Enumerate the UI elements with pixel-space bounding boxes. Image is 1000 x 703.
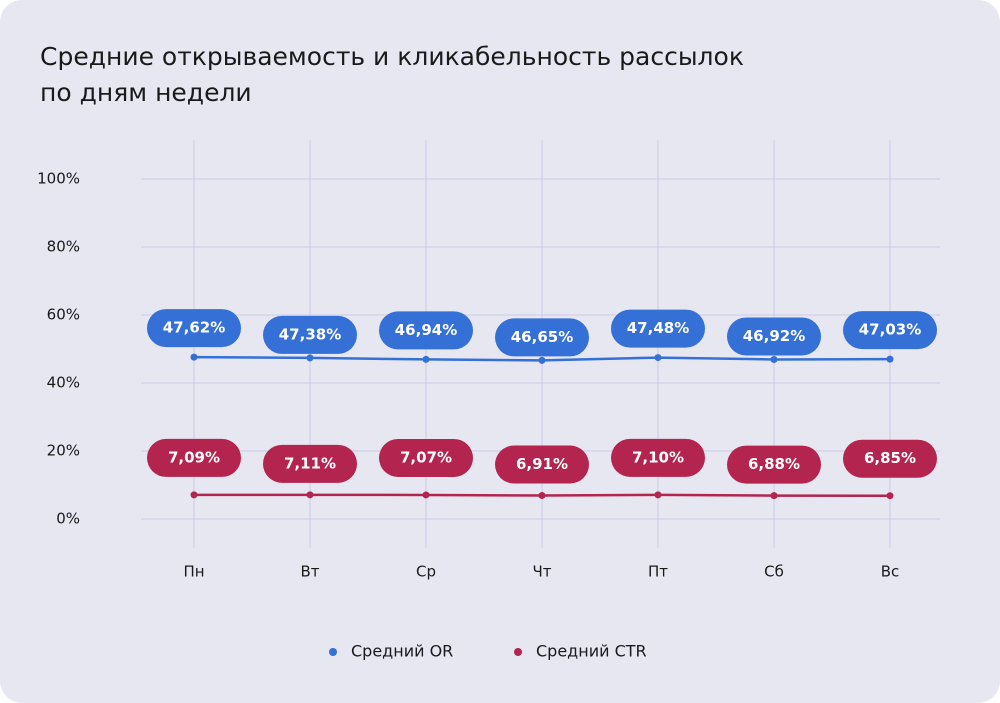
legend-marker — [329, 648, 337, 656]
value-label: 46,94% — [395, 321, 457, 339]
chart-title: Средние открываемость и кликабельность р… — [40, 42, 744, 107]
y-tick-label: 20% — [47, 442, 80, 460]
value-label: 6,88% — [748, 455, 800, 473]
value-label-pill — [263, 444, 357, 483]
data-point — [770, 492, 778, 500]
value-label: 46,65% — [511, 328, 573, 346]
value-label-pill — [843, 311, 937, 350]
data-point — [654, 354, 662, 362]
value-label: 7,07% — [400, 448, 452, 466]
value-label-pill — [611, 309, 705, 348]
data-point — [770, 355, 778, 363]
value-label: 47,38% — [279, 325, 341, 343]
x-tick-label: Сб — [764, 563, 784, 581]
x-tick-label: Чт — [532, 563, 551, 581]
x-tick-label: Ср — [416, 563, 436, 581]
y-tick-label: 80% — [47, 238, 80, 256]
data-point — [538, 492, 546, 500]
x-tick-label: Пт — [648, 563, 668, 581]
value-label: 7,11% — [284, 454, 336, 472]
value-label-pill — [495, 318, 589, 357]
data-point — [190, 353, 198, 361]
value-label: 47,03% — [859, 321, 921, 339]
y-tick-label: 0% — [56, 510, 80, 528]
value-label-pill — [727, 445, 821, 484]
legend-label: Средний CTR — [536, 642, 647, 661]
data-point — [422, 355, 430, 363]
value-label-pill — [843, 439, 937, 478]
data-point — [422, 491, 430, 499]
data-point — [538, 356, 546, 364]
x-tick-label: Вт — [300, 563, 319, 581]
value-label-pill — [147, 309, 241, 348]
y-tick-label: 100% — [37, 170, 80, 188]
legend-label: Средний OR — [351, 642, 453, 661]
value-label: 46,92% — [743, 327, 805, 345]
value-label-pill — [727, 317, 821, 356]
value-label-pill — [379, 311, 473, 350]
value-label: 6,85% — [864, 449, 916, 467]
data-point — [306, 491, 314, 499]
value-label-pill — [611, 438, 705, 477]
legend-marker — [514, 648, 522, 656]
x-tick-label: Пн — [183, 563, 204, 581]
value-label: 6,91% — [516, 455, 568, 473]
value-label: 7,09% — [168, 448, 220, 466]
data-point — [306, 354, 314, 362]
value-label-pill — [263, 315, 357, 354]
data-point — [190, 491, 198, 499]
value-label: 47,48% — [627, 319, 689, 337]
data-point — [886, 355, 894, 363]
y-tick-label: 40% — [47, 374, 80, 392]
y-tick-label: 60% — [47, 306, 80, 324]
value-label-pill — [147, 438, 241, 477]
data-point — [886, 492, 894, 500]
value-label-pill — [495, 445, 589, 484]
value-label-pill — [379, 438, 473, 477]
value-label: 7,10% — [632, 448, 684, 466]
value-label: 47,62% — [163, 319, 225, 337]
x-tick-label: Вс — [881, 563, 900, 581]
data-point — [654, 491, 662, 499]
